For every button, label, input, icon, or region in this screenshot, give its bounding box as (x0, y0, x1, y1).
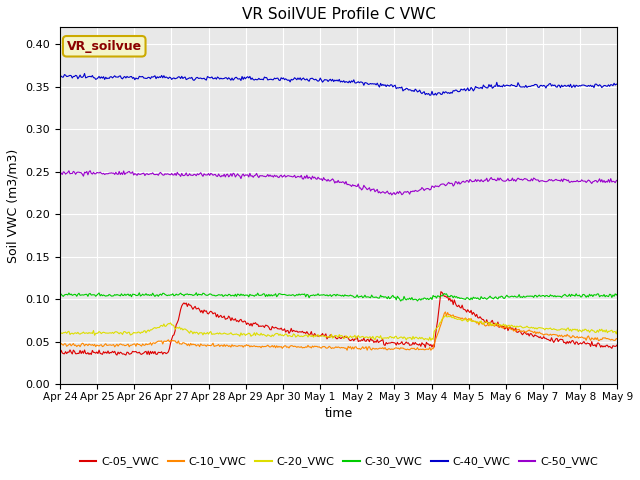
Text: VR_soilvue: VR_soilvue (67, 40, 142, 53)
C-40_VWC (389, 84, 397, 90)
C-30_VWC (614, 291, 621, 297)
C-10_VWC (56, 343, 64, 348)
C-10_VWC (389, 347, 397, 352)
C-50_VWC (602, 179, 610, 184)
C-10_VWC (324, 345, 332, 350)
C-50_VWC (322, 177, 330, 183)
Title: VR SoilVUE Profile C VWC: VR SoilVUE Profile C VWC (242, 7, 436, 22)
C-30_VWC (193, 290, 200, 296)
C-30_VWC (56, 293, 64, 299)
C-10_VWC (343, 348, 351, 353)
Line: C-30_VWC: C-30_VWC (60, 293, 618, 301)
C-10_VWC (359, 344, 367, 349)
C-20_VWC (56, 330, 64, 336)
C-10_VWC (321, 344, 328, 349)
C-20_VWC (442, 312, 449, 318)
C-50_VWC (388, 192, 396, 198)
C-40_VWC (614, 82, 621, 87)
C-10_VWC (442, 309, 449, 315)
C-20_VWC (358, 334, 365, 340)
C-05_VWC (614, 342, 621, 348)
C-30_VWC (359, 295, 367, 300)
C-50_VWC (515, 176, 523, 182)
C-05_VWC (515, 328, 523, 334)
C-40_VWC (322, 77, 330, 83)
C-20_VWC (602, 327, 610, 333)
C-50_VWC (86, 168, 94, 174)
C-40_VWC (426, 92, 433, 98)
C-05_VWC (325, 335, 333, 340)
C-50_VWC (614, 177, 621, 183)
Line: C-05_VWC: C-05_VWC (60, 292, 618, 355)
C-20_VWC (321, 334, 328, 339)
C-10_VWC (515, 326, 523, 332)
C-05_VWC (113, 352, 121, 358)
C-50_VWC (325, 178, 333, 184)
Line: C-50_VWC: C-50_VWC (60, 171, 618, 195)
Line: C-20_VWC: C-20_VWC (60, 315, 618, 340)
C-05_VWC (389, 340, 397, 346)
Line: C-40_VWC: C-40_VWC (60, 73, 618, 95)
C-50_VWC (56, 170, 64, 176)
C-40_VWC (81, 71, 88, 76)
C-30_VWC (322, 293, 330, 299)
C-30_VWC (325, 292, 333, 298)
C-50_VWC (390, 190, 398, 195)
C-40_VWC (325, 77, 333, 83)
C-30_VWC (602, 293, 610, 299)
C-05_VWC (437, 289, 445, 295)
C-20_VWC (388, 335, 396, 341)
C-30_VWC (397, 298, 404, 304)
C-10_VWC (614, 336, 621, 342)
C-50_VWC (359, 186, 367, 192)
C-30_VWC (515, 292, 523, 298)
C-05_VWC (602, 342, 610, 348)
C-10_VWC (602, 336, 610, 342)
C-05_VWC (322, 331, 330, 337)
C-20_VWC (324, 335, 332, 340)
C-05_VWC (359, 337, 367, 343)
C-40_VWC (602, 83, 610, 89)
C-40_VWC (515, 82, 523, 88)
C-05_VWC (56, 351, 64, 357)
C-30_VWC (389, 292, 397, 298)
C-40_VWC (56, 74, 64, 80)
C-20_VWC (427, 337, 435, 343)
Legend: C-05_VWC, C-10_VWC, C-20_VWC, C-30_VWC, C-40_VWC, C-50_VWC: C-05_VWC, C-10_VWC, C-20_VWC, C-30_VWC, … (76, 452, 602, 472)
X-axis label: time: time (324, 407, 353, 420)
Y-axis label: Soil VWC (m3/m3): Soil VWC (m3/m3) (7, 148, 20, 263)
Line: C-10_VWC: C-10_VWC (60, 312, 618, 350)
C-20_VWC (515, 324, 523, 329)
C-20_VWC (614, 327, 621, 333)
C-40_VWC (359, 80, 367, 85)
